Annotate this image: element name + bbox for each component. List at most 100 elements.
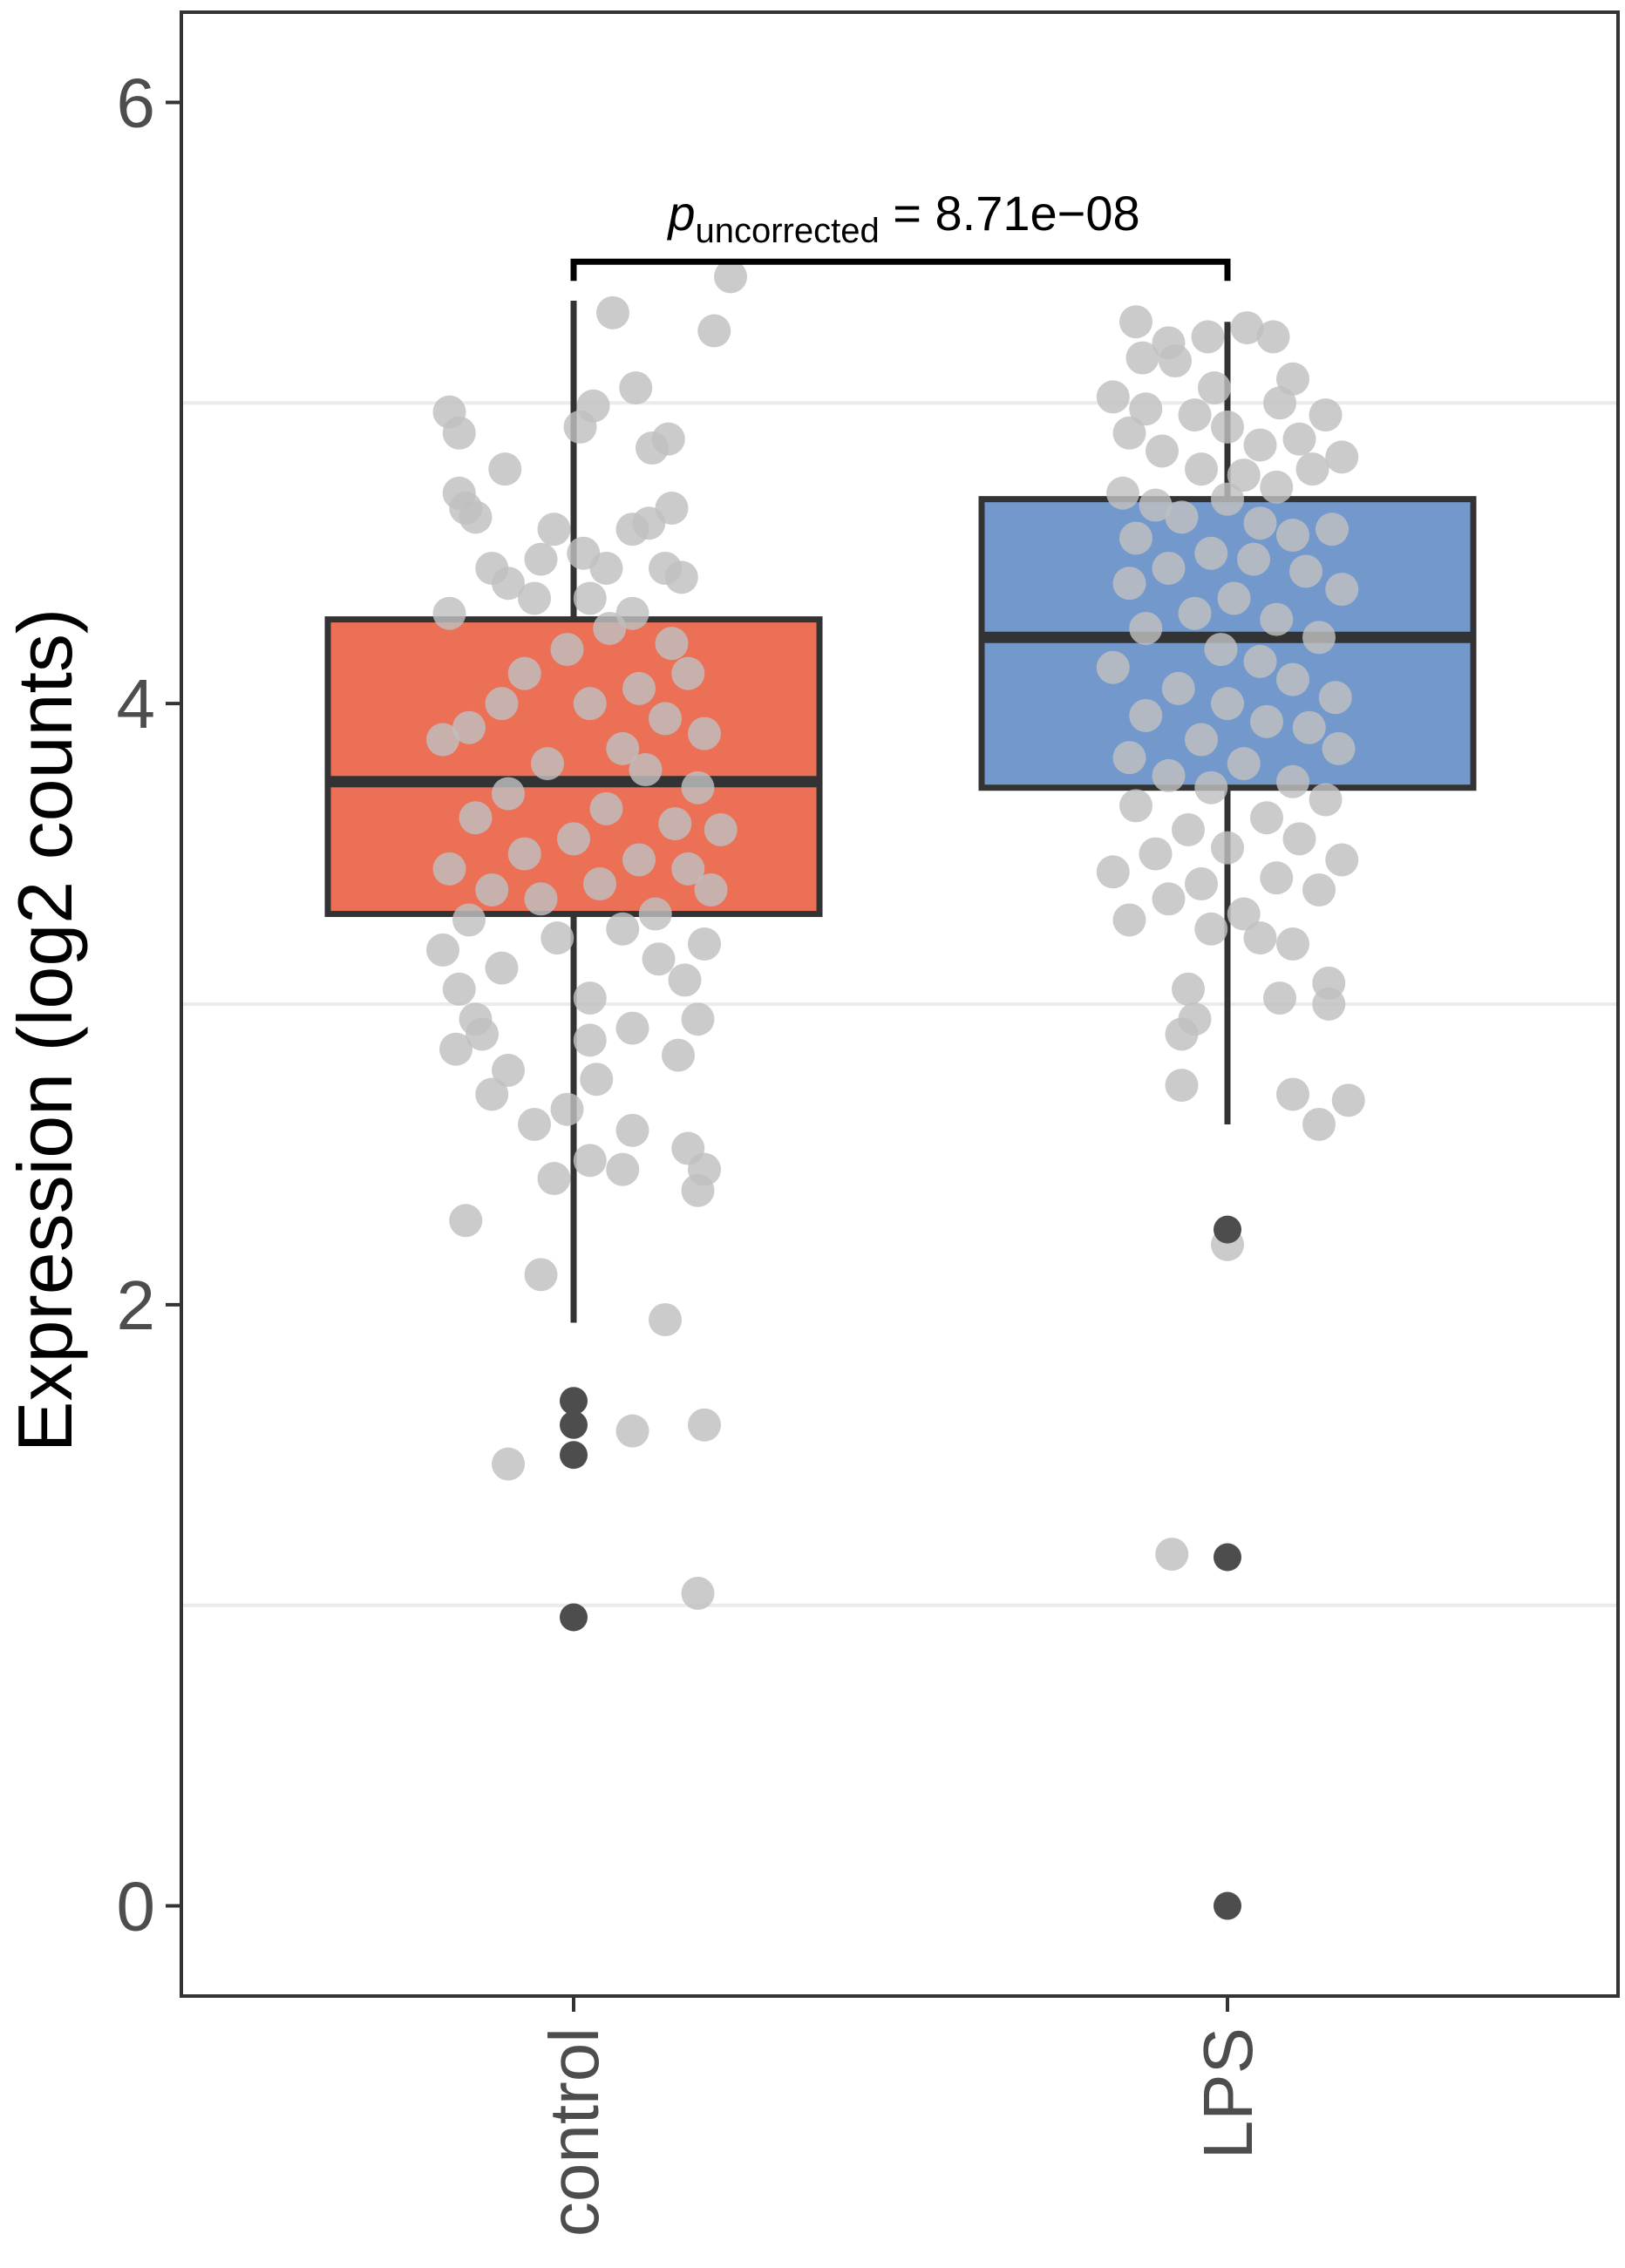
data-point xyxy=(550,633,584,667)
data-point xyxy=(488,452,522,486)
data-point xyxy=(606,731,640,765)
data-point xyxy=(459,801,493,835)
data-point xyxy=(432,596,466,630)
data-point xyxy=(537,513,571,547)
data-point xyxy=(1282,822,1316,856)
data-point xyxy=(1309,783,1343,817)
data-point xyxy=(1194,536,1228,570)
data-point xyxy=(662,1038,695,1072)
outlier-point xyxy=(560,1603,588,1632)
y-axis-title: Expression (log2 counts) xyxy=(2,608,88,1452)
data-point xyxy=(550,1092,584,1126)
data-point xyxy=(681,1002,715,1036)
data-point xyxy=(1227,897,1261,931)
jitter-points xyxy=(426,260,1365,1610)
data-point xyxy=(1165,500,1199,534)
data-point xyxy=(442,972,476,1006)
data-point xyxy=(1178,398,1212,432)
data-point xyxy=(518,1107,551,1141)
data-point xyxy=(1276,764,1309,798)
data-point xyxy=(694,873,728,907)
data-point xyxy=(492,777,525,811)
data-point xyxy=(1250,704,1283,738)
outlier-point xyxy=(560,1410,588,1439)
data-point xyxy=(688,927,721,961)
data-point xyxy=(1312,988,1346,1021)
data-point xyxy=(1139,837,1173,871)
data-point xyxy=(1155,1538,1189,1572)
data-point xyxy=(1302,621,1336,655)
data-point xyxy=(1260,470,1294,504)
data-point xyxy=(1276,927,1309,961)
y-tick-label: 0 xyxy=(117,1868,156,1945)
data-point xyxy=(1217,581,1251,615)
data-point xyxy=(1227,458,1261,492)
data-point xyxy=(485,951,519,985)
data-point xyxy=(1260,861,1294,895)
data-point xyxy=(1318,681,1352,715)
data-point xyxy=(439,1032,473,1066)
data-point xyxy=(1119,521,1152,555)
data-point xyxy=(688,1408,721,1442)
outlier-points xyxy=(560,1215,1241,1920)
data-point xyxy=(1106,476,1139,510)
data-point xyxy=(1152,882,1186,916)
data-point xyxy=(524,1258,558,1292)
data-point xyxy=(557,822,590,856)
data-point xyxy=(541,921,575,955)
data-point xyxy=(649,1303,682,1337)
outlier-point xyxy=(1214,1543,1241,1572)
data-point xyxy=(1227,747,1261,781)
data-point xyxy=(576,389,610,423)
data-point xyxy=(1211,687,1244,721)
data-point xyxy=(573,1144,607,1178)
data-point xyxy=(1243,921,1277,955)
data-point xyxy=(573,981,607,1015)
data-point xyxy=(1172,812,1205,846)
data-point xyxy=(475,1077,509,1111)
data-point xyxy=(1139,488,1173,522)
data-point xyxy=(1211,482,1244,516)
data-point xyxy=(531,747,564,781)
data-point xyxy=(492,1447,525,1481)
data-point xyxy=(1276,1077,1309,1111)
data-point xyxy=(1309,398,1343,432)
data-point xyxy=(1112,416,1146,450)
data-point xyxy=(638,897,672,931)
outlier-point xyxy=(1214,1891,1241,1920)
data-point xyxy=(1152,758,1186,792)
data-point xyxy=(1302,1107,1336,1141)
data-point xyxy=(1172,972,1205,1006)
data-point xyxy=(1295,452,1329,486)
x-axis: control LPS xyxy=(535,1996,1267,2237)
outlier-point xyxy=(560,1441,588,1470)
data-point xyxy=(593,611,627,645)
p-value: = 8.71e−08 xyxy=(880,186,1140,241)
y-tick-label: 2 xyxy=(117,1266,156,1344)
data-point xyxy=(1322,731,1356,765)
data-point xyxy=(1263,981,1296,1015)
p-value-label: puncorrected = 8.71e−08 xyxy=(666,186,1139,250)
data-point xyxy=(681,1173,715,1207)
data-point xyxy=(589,551,623,585)
data-point xyxy=(1119,789,1152,823)
data-point xyxy=(671,656,705,690)
data-point xyxy=(459,500,493,534)
data-point xyxy=(1316,513,1349,547)
x-tick-label-lps: LPS xyxy=(1189,2027,1267,2159)
p-symbol: p xyxy=(666,186,695,241)
data-point xyxy=(1237,542,1270,576)
data-point xyxy=(1325,440,1359,474)
data-point xyxy=(1289,554,1322,588)
data-point xyxy=(636,431,669,465)
data-point xyxy=(1125,341,1159,375)
data-point xyxy=(1331,1083,1365,1117)
data-point xyxy=(442,416,476,450)
data-point xyxy=(1276,519,1309,553)
data-point xyxy=(681,771,715,805)
comparison-bracket xyxy=(570,258,1231,282)
panel-border xyxy=(180,10,1620,1998)
y-tick-label: 4 xyxy=(117,665,156,743)
data-point xyxy=(671,852,705,886)
